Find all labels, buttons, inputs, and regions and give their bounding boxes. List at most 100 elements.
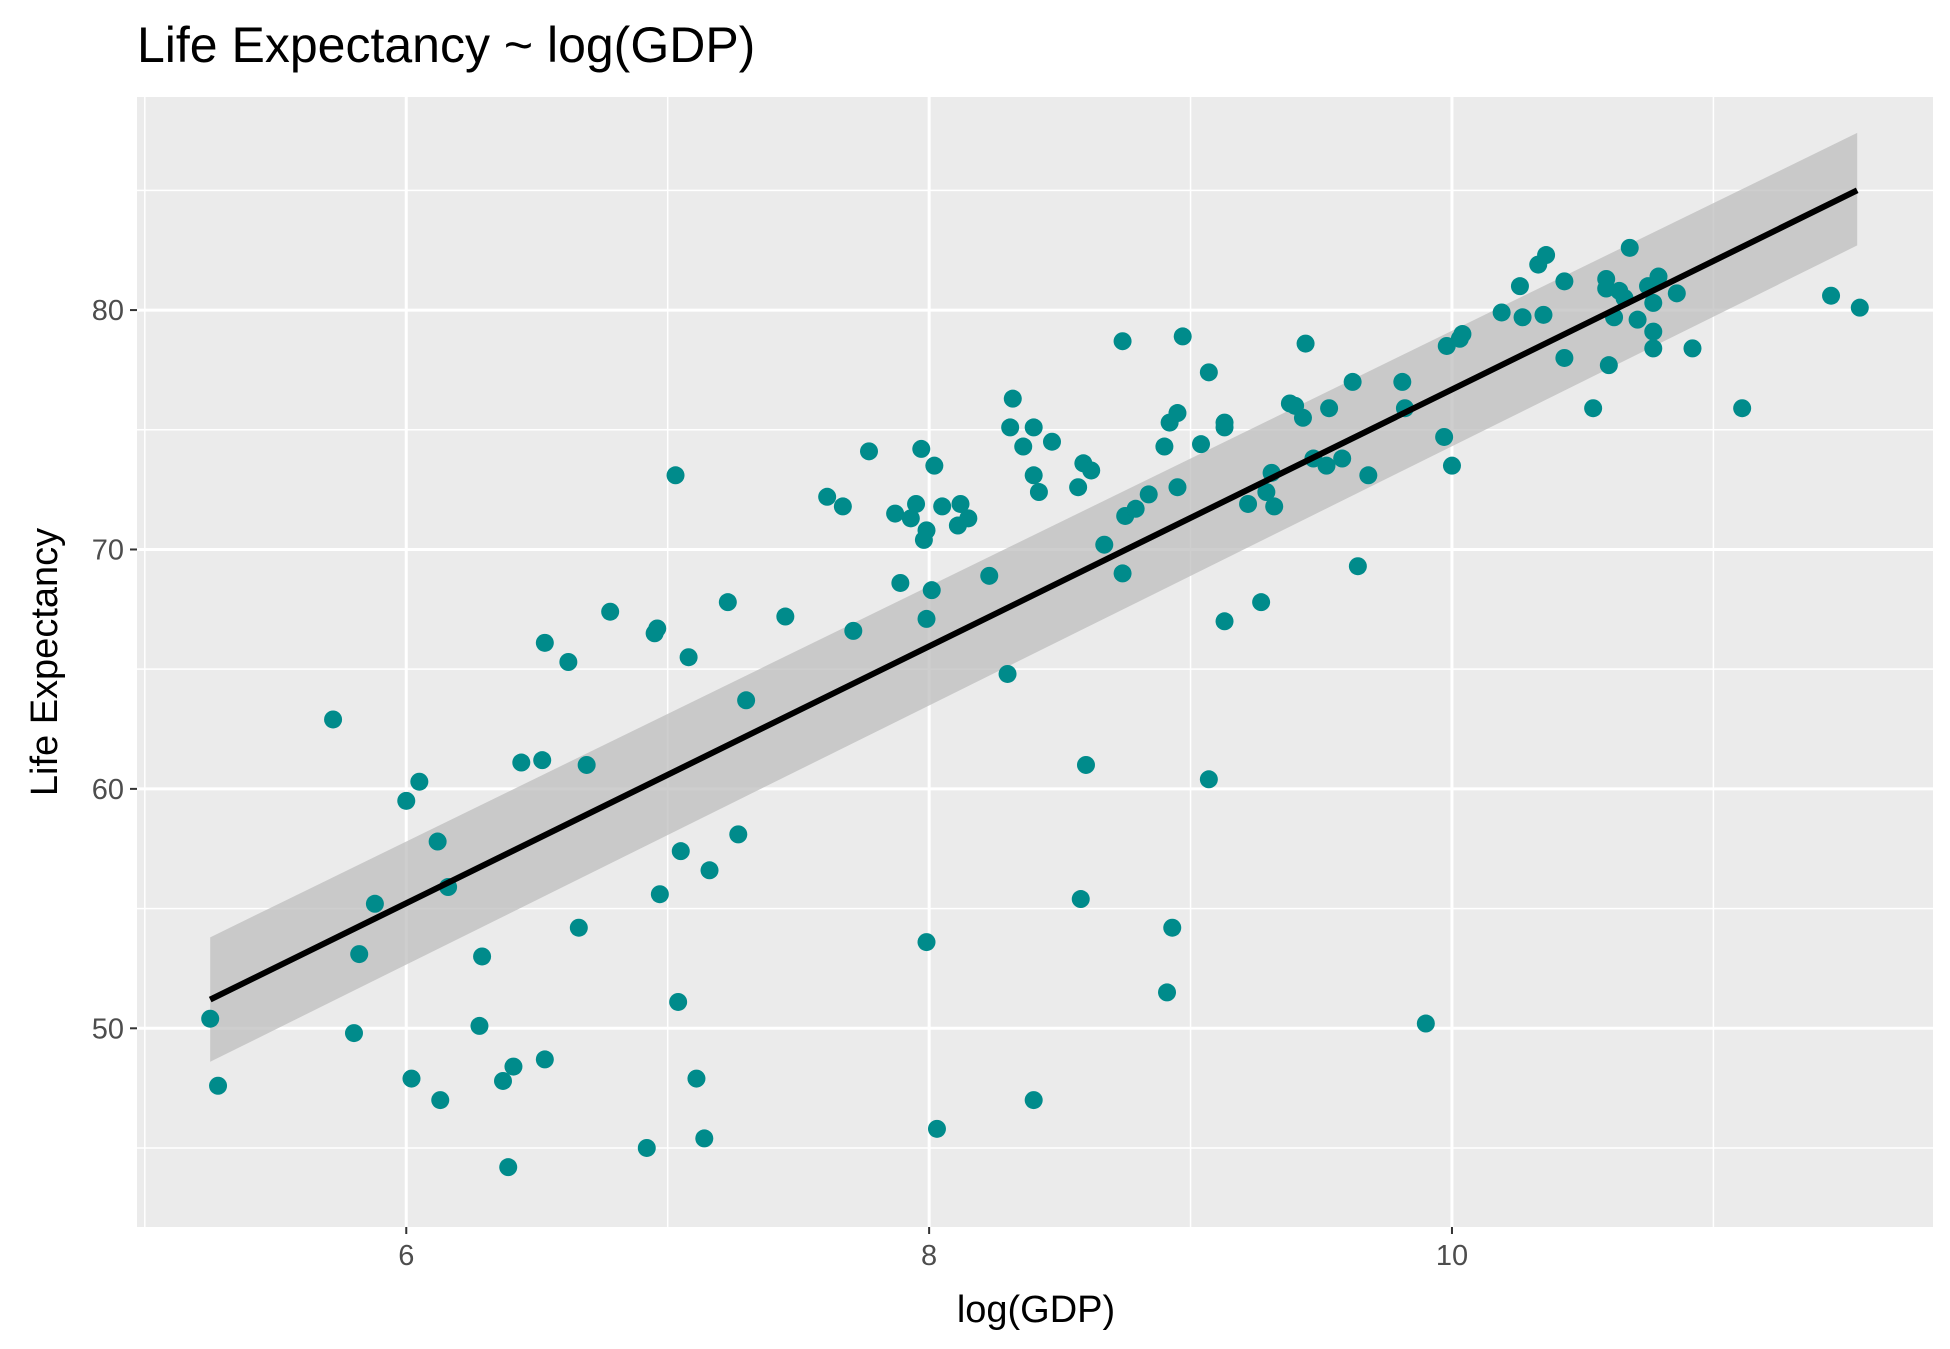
data-point [1001,418,1020,437]
data-point [1296,334,1315,353]
data-point [499,1158,518,1177]
y-axis: 50 60 70 80 [92,295,137,1045]
data-point [1024,466,1043,485]
data-point [512,753,531,772]
data-point [1534,305,1553,324]
data-point [1584,399,1603,418]
data-point [504,1057,523,1076]
data-point [1320,399,1339,418]
data-point [671,842,690,861]
data-point [933,497,952,516]
data-point [1126,499,1145,518]
data-point [402,1069,421,1088]
y-tick-label: 70 [92,534,124,566]
data-point [650,885,669,904]
data-point [1393,372,1412,391]
data-point [1155,437,1174,456]
data-point [1317,456,1336,475]
data-point [1014,437,1033,456]
data-point [1163,918,1182,937]
data-point [833,497,852,516]
data-point [886,504,905,523]
data-point [679,648,698,667]
y-tick-label: 50 [92,1013,124,1045]
data-point [431,1091,450,1110]
data-point [1076,755,1095,774]
data-point [927,1119,946,1138]
data-point [470,1016,489,1035]
data-point [473,947,492,966]
data-point [959,509,978,528]
data-point [1416,1014,1435,1033]
data-point [1537,246,1556,265]
data-point [1850,298,1869,317]
data-point [891,573,910,592]
data-point [324,710,343,729]
data-point [1168,478,1187,497]
data-point [559,653,578,671]
data-point [397,791,416,810]
data-point [1343,372,1362,391]
data-point [1293,408,1312,427]
data-point [700,861,719,880]
data-point [1359,466,1378,485]
data-point [1082,461,1101,480]
data-point [695,1129,714,1148]
data-point [1257,483,1276,502]
data-point [1029,483,1048,502]
data-point [1173,327,1192,346]
data-points [201,238,1869,1177]
data-point [1442,456,1461,475]
data-point [718,593,737,612]
data-point [917,521,936,540]
data-point [569,918,588,937]
data-point [1113,564,1132,583]
data-point [1644,293,1663,312]
data-point [1215,612,1234,631]
x-axis: 6 8 10 [398,1227,1468,1272]
x-axis-title: log(GDP) [957,1289,1115,1331]
data-point [637,1138,656,1157]
data-point [535,633,554,652]
data-point [1453,325,1472,344]
y-axis-title: Life Expectancy [24,528,66,796]
data-point [1644,339,1663,358]
data-point [1628,310,1647,329]
data-point [1069,478,1088,497]
data-point [1003,389,1022,408]
x-tick-label: 10 [1436,1240,1468,1272]
data-point [410,772,429,791]
data-point [1199,363,1218,382]
x-tick-label: 8 [921,1240,937,1272]
data-point [1095,535,1114,554]
data-point [980,566,999,585]
data-point [901,509,920,528]
data-point [1644,322,1663,341]
data-point [1822,286,1841,305]
data-point [1599,356,1618,375]
data-point [687,1069,706,1088]
y-tick-label: 80 [92,295,124,327]
data-point [1199,770,1218,789]
data-point [1024,418,1043,437]
data-point [1620,238,1639,257]
data-point [535,1050,554,1069]
data-point [493,1071,512,1090]
data-point [922,581,941,600]
data-point [1265,497,1284,516]
data-point [577,755,596,774]
data-point [925,456,944,475]
data-point [1158,983,1177,1002]
data-point [1733,399,1752,418]
data-point [1215,418,1234,437]
data-point [1113,332,1132,351]
minor-gridlines [137,97,1933,1227]
data-point [344,1024,363,1043]
data-point [1168,404,1187,423]
data-point [648,619,667,638]
chart-title: Life Expectancy ~ log(GDP) [137,17,755,73]
data-point [1042,432,1061,451]
data-point [1435,427,1454,446]
data-point [998,664,1017,683]
